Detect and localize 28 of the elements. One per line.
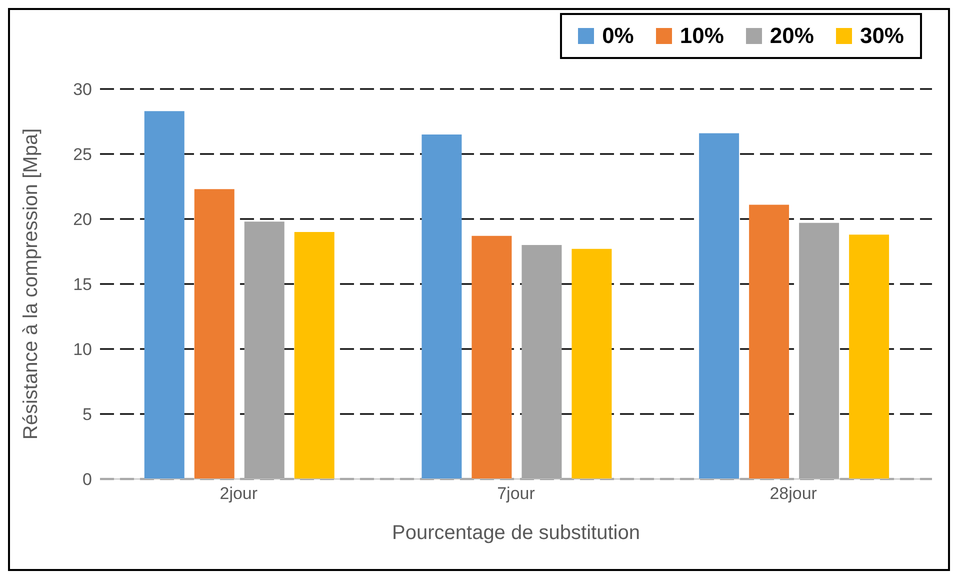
bar <box>244 222 284 479</box>
bar <box>572 248 612 479</box>
y-tick-label: 0 <box>82 470 92 490</box>
legend-label: 30% <box>858 23 904 49</box>
bar <box>472 236 512 479</box>
y-tick-label: 30 <box>73 80 92 100</box>
y-tick-label: 10 <box>73 340 92 360</box>
y-tick-label: 20 <box>73 210 92 230</box>
bar <box>422 134 462 479</box>
y-tick-label: 25 <box>73 145 92 164</box>
y-axis-title: Résistance à la compression [Mpa] <box>20 128 42 440</box>
bar <box>144 111 184 479</box>
bar <box>749 204 790 479</box>
x-axis-title: Pourcentage de substitution <box>392 522 640 544</box>
bar <box>799 222 840 479</box>
legend-label: 20% <box>768 23 814 49</box>
y-tick-label: 15 <box>73 275 92 294</box>
y-tick-label: 5 <box>82 405 92 424</box>
bar <box>849 234 890 479</box>
x-tick-label: 28jour <box>770 484 818 504</box>
bar <box>294 232 334 479</box>
x-tick-label: 7jour <box>497 484 536 504</box>
bar <box>522 245 562 479</box>
legend-label: 10% <box>678 23 724 49</box>
legend-label: 0% <box>601 23 634 49</box>
x-tick-label: 2jour <box>220 484 258 504</box>
bar <box>699 133 740 479</box>
bar <box>194 189 234 479</box>
